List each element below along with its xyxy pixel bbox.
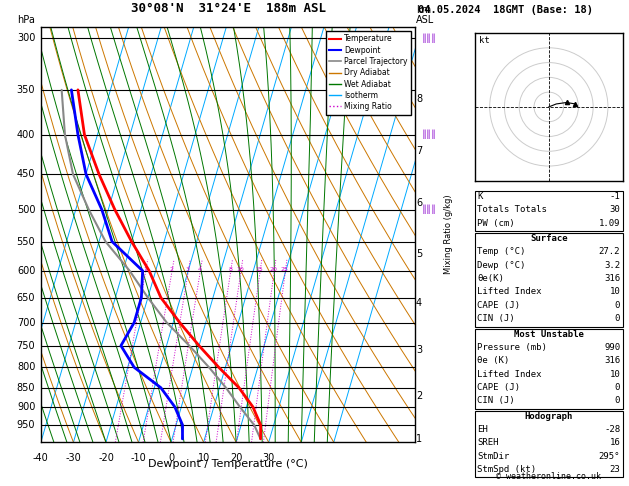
Text: 295°: 295° xyxy=(599,452,620,461)
Text: 2: 2 xyxy=(416,391,422,400)
Text: -1: -1 xyxy=(610,192,620,201)
X-axis label: Dewpoint / Temperature (°C): Dewpoint / Temperature (°C) xyxy=(148,459,308,469)
Text: ║║║: ║║║ xyxy=(421,130,437,139)
Text: 400: 400 xyxy=(17,130,35,139)
Text: θe(K): θe(K) xyxy=(477,274,504,283)
Text: 1: 1 xyxy=(416,434,422,444)
Text: θe (K): θe (K) xyxy=(477,356,509,365)
Text: EH: EH xyxy=(477,425,488,434)
Legend: Temperature, Dewpoint, Parcel Trajectory, Dry Adiabat, Wet Adiabat, Isotherm, Mi: Temperature, Dewpoint, Parcel Trajectory… xyxy=(326,31,411,115)
Text: 650: 650 xyxy=(17,293,35,303)
Text: -10: -10 xyxy=(131,452,147,463)
Text: 900: 900 xyxy=(17,402,35,412)
Text: ║║║: ║║║ xyxy=(421,205,437,214)
Text: 316: 316 xyxy=(604,356,620,365)
Text: -20: -20 xyxy=(98,452,114,463)
Text: -30: -30 xyxy=(65,452,81,463)
Text: Pressure (mb): Pressure (mb) xyxy=(477,343,547,352)
Text: Dewp (°C): Dewp (°C) xyxy=(477,260,526,270)
Text: 15: 15 xyxy=(256,267,264,272)
Text: 1.09: 1.09 xyxy=(599,219,620,228)
Text: CIN (J): CIN (J) xyxy=(477,314,515,323)
Text: 0: 0 xyxy=(168,452,174,463)
Text: Hodograph: Hodograph xyxy=(525,412,573,421)
Text: Totals Totals: Totals Totals xyxy=(477,205,547,214)
Text: 5: 5 xyxy=(416,248,422,259)
Text: 950: 950 xyxy=(17,420,35,430)
Text: 3.2: 3.2 xyxy=(604,260,620,270)
Text: 700: 700 xyxy=(17,317,35,328)
Text: 8: 8 xyxy=(228,267,232,272)
Text: 10: 10 xyxy=(610,370,620,379)
Text: SREH: SREH xyxy=(477,438,499,448)
Text: 23: 23 xyxy=(610,465,620,474)
Text: kt: kt xyxy=(479,36,490,45)
Text: CAPE (J): CAPE (J) xyxy=(477,301,520,310)
Text: Lifted Index: Lifted Index xyxy=(477,288,542,296)
Text: 350: 350 xyxy=(17,85,35,95)
Text: 300: 300 xyxy=(17,33,35,43)
Text: 30: 30 xyxy=(262,452,275,463)
Text: ║║║: ║║║ xyxy=(421,34,437,43)
Text: Mixing Ratio (g/kg): Mixing Ratio (g/kg) xyxy=(444,195,454,274)
Text: 30: 30 xyxy=(610,205,620,214)
Text: 10: 10 xyxy=(237,267,244,272)
Text: 316: 316 xyxy=(604,274,620,283)
Text: 8: 8 xyxy=(416,94,422,104)
Text: 1: 1 xyxy=(143,267,147,272)
Text: 4: 4 xyxy=(416,298,422,308)
Text: km
ASL: km ASL xyxy=(416,5,434,25)
Text: 3: 3 xyxy=(186,267,189,272)
Text: 0: 0 xyxy=(615,397,620,405)
Text: 800: 800 xyxy=(17,363,35,372)
Text: K: K xyxy=(477,192,483,201)
Text: 3: 3 xyxy=(416,345,422,355)
Text: 850: 850 xyxy=(17,382,35,393)
Text: 7: 7 xyxy=(416,146,422,156)
Text: 0: 0 xyxy=(615,383,620,392)
Text: CAPE (J): CAPE (J) xyxy=(477,383,520,392)
Text: 0: 0 xyxy=(615,314,620,323)
Text: 750: 750 xyxy=(16,341,35,351)
Text: Lifted Index: Lifted Index xyxy=(477,370,542,379)
Text: 0: 0 xyxy=(615,301,620,310)
Text: StmSpd (kt): StmSpd (kt) xyxy=(477,465,537,474)
Text: CIN (J): CIN (J) xyxy=(477,397,515,405)
Text: -40: -40 xyxy=(33,452,49,463)
Text: StmDir: StmDir xyxy=(477,452,509,461)
Text: Surface: Surface xyxy=(530,234,567,243)
Text: hPa: hPa xyxy=(18,15,35,25)
Text: 990: 990 xyxy=(604,343,620,352)
Text: 450: 450 xyxy=(17,169,35,179)
Text: 20: 20 xyxy=(270,267,277,272)
Text: 04.05.2024  18GMT (Base: 18): 04.05.2024 18GMT (Base: 18) xyxy=(418,4,593,15)
Text: 25: 25 xyxy=(281,267,289,272)
Text: 500: 500 xyxy=(17,205,35,215)
Text: -28: -28 xyxy=(604,425,620,434)
Text: 27.2: 27.2 xyxy=(599,247,620,257)
Text: 20: 20 xyxy=(230,452,242,463)
Text: 30°08'N  31°24'E  188m ASL: 30°08'N 31°24'E 188m ASL xyxy=(130,1,326,15)
Text: PW (cm): PW (cm) xyxy=(477,219,515,228)
Text: 6: 6 xyxy=(416,198,422,208)
Text: 16: 16 xyxy=(610,438,620,448)
Text: 600: 600 xyxy=(17,266,35,276)
Text: © weatheronline.co.uk: © weatheronline.co.uk xyxy=(496,472,601,481)
Text: 2: 2 xyxy=(169,267,174,272)
Text: 4: 4 xyxy=(198,267,202,272)
Text: 10: 10 xyxy=(610,288,620,296)
Text: Temp (°C): Temp (°C) xyxy=(477,247,526,257)
Text: 10: 10 xyxy=(198,452,209,463)
Text: 550: 550 xyxy=(16,237,35,246)
Text: Most Unstable: Most Unstable xyxy=(514,330,584,339)
